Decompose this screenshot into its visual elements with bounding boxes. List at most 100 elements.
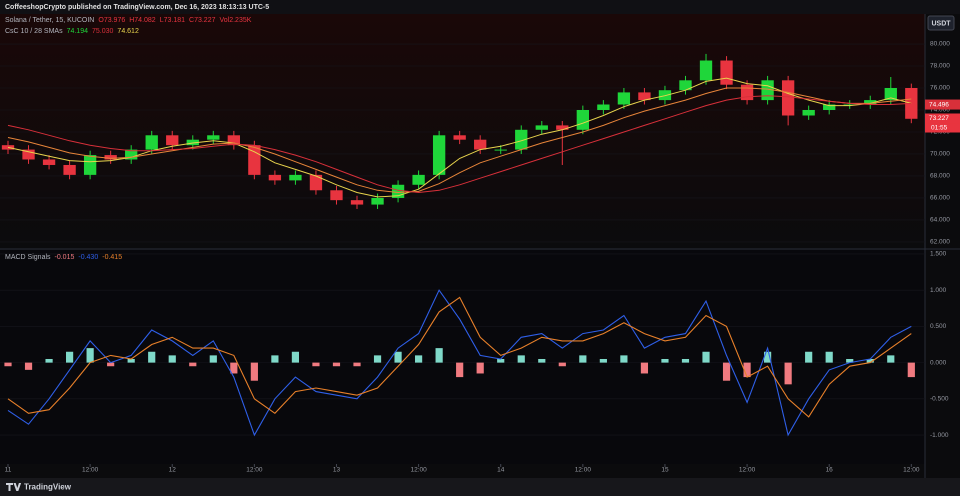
- histogram-bar: [764, 351, 772, 363]
- y-tick-label: 78.000: [930, 63, 950, 70]
- candle-body: [309, 174, 323, 191]
- x-tick-label: 12:00: [575, 467, 592, 474]
- histogram-bar: [476, 362, 484, 374]
- currency-button[interactable]: [927, 15, 955, 31]
- legend-text: L73.181: [160, 17, 185, 24]
- candle-body: [268, 174, 282, 181]
- legend-text: 74.612: [117, 28, 139, 35]
- candle-body: [843, 104, 856, 106]
- histogram-bar: [681, 358, 690, 363]
- candle-body: [125, 149, 138, 160]
- candle-body: [679, 80, 692, 91]
- y-tick-label: 74.000: [930, 107, 950, 114]
- histogram-bar: [24, 362, 33, 370]
- histogram-bar: [456, 362, 464, 378]
- legend-text: -0.015: [55, 254, 75, 261]
- histogram-bar: [825, 351, 833, 363]
- histogram-bar: [189, 362, 197, 367]
- legend-text: 74.194: [67, 28, 89, 35]
- y-tick-label: 0.500: [930, 323, 947, 330]
- legend-text: MACD Signals: [5, 254, 51, 261]
- countdown-bg: [925, 123, 960, 133]
- candle-body: [186, 139, 199, 146]
- x-tick-label: 12:00: [246, 467, 263, 474]
- y-tick-label: 70.000: [930, 151, 950, 158]
- histogram-bar: [702, 351, 710, 363]
- sma-line: [7, 77, 912, 198]
- histogram-bar: [866, 358, 874, 363]
- candle-body: [905, 88, 918, 119]
- macd-line: [7, 289, 912, 437]
- x-tick-label: 12:00: [739, 467, 756, 474]
- histogram-bar: [291, 351, 300, 363]
- histogram-bar: [127, 358, 135, 363]
- histogram-bar: [805, 351, 813, 363]
- histogram-bar: [640, 362, 649, 374]
- sma-tag: 74.496: [929, 101, 949, 108]
- x-tick-label: 11: [5, 467, 12, 474]
- histogram-bar: [722, 362, 731, 381]
- candle-body: [823, 104, 836, 110]
- candle-body: [556, 125, 569, 130]
- histogram-bar: [846, 358, 854, 363]
- histogram-bar: [415, 355, 423, 363]
- y-tick-label: -1.000: [930, 432, 949, 439]
- candle-body: [494, 149, 507, 151]
- candle-body: [638, 92, 651, 101]
- candle-body: [864, 100, 877, 105]
- histogram-bar: [250, 362, 258, 381]
- legend-text: 75.030: [92, 28, 114, 35]
- header-bar: [0, 0, 960, 14]
- candle-body: [207, 135, 220, 140]
- candle-body: [227, 135, 240, 146]
- histogram-bar: [230, 362, 238, 374]
- histogram-bar: [887, 355, 895, 363]
- candle-body: [658, 90, 672, 101]
- histogram-bar: [784, 362, 792, 385]
- y-tick-label: -0.500: [930, 396, 949, 403]
- candle-body: [884, 88, 897, 101]
- histogram-bar: [107, 362, 115, 367]
- x-tick-label: 16: [826, 467, 834, 474]
- y-tick-label: 64.000: [930, 217, 950, 224]
- macd-pane: [0, 250, 925, 464]
- candle-body: [22, 149, 35, 160]
- legend-text: -0.430: [78, 254, 98, 261]
- histogram-bar: [4, 362, 12, 367]
- histogram-bar: [373, 355, 382, 363]
- histogram-bar: [435, 348, 443, 363]
- histogram-bar: [45, 358, 53, 363]
- x-tick-label: 12:00: [410, 467, 427, 474]
- candle-body: [699, 60, 713, 81]
- legend-text: -0.415: [102, 254, 122, 261]
- tv-logo: [6, 483, 22, 491]
- legend-text: CsC 10 / 28 SMAs: [5, 28, 63, 35]
- histogram-bar: [558, 362, 566, 367]
- legend-text: Solana / Tether, 15, KUCOIN: [5, 17, 94, 24]
- sma-tag-bg: [925, 99, 960, 110]
- candle-body: [412, 174, 425, 185]
- histogram-bar: [394, 351, 402, 363]
- candle-body: [371, 197, 384, 205]
- legend-text: C73.227: [189, 17, 216, 24]
- candle-body: [330, 190, 343, 201]
- sma-line: [7, 87, 912, 194]
- candle-body: [289, 174, 302, 181]
- price-tag: 73.227: [929, 115, 949, 122]
- y-tick-label: 62.000: [930, 239, 950, 246]
- publisher: CoffeeshopCrypto published on TradingVie…: [5, 4, 269, 11]
- histogram-bar: [332, 362, 341, 367]
- candle-body: [104, 155, 117, 160]
- candle-body: [145, 135, 158, 150]
- footer-brand: TradingView: [24, 483, 72, 492]
- x-tick-label: 12:00: [903, 467, 920, 474]
- candle-body: [617, 92, 631, 105]
- histogram-bar: [907, 362, 915, 378]
- price-pane: [0, 14, 925, 248]
- countdown: 01:55: [931, 125, 948, 132]
- histogram-bar: [538, 358, 546, 363]
- histogram-bar: [579, 355, 587, 363]
- x-tick-label: 12: [169, 467, 177, 474]
